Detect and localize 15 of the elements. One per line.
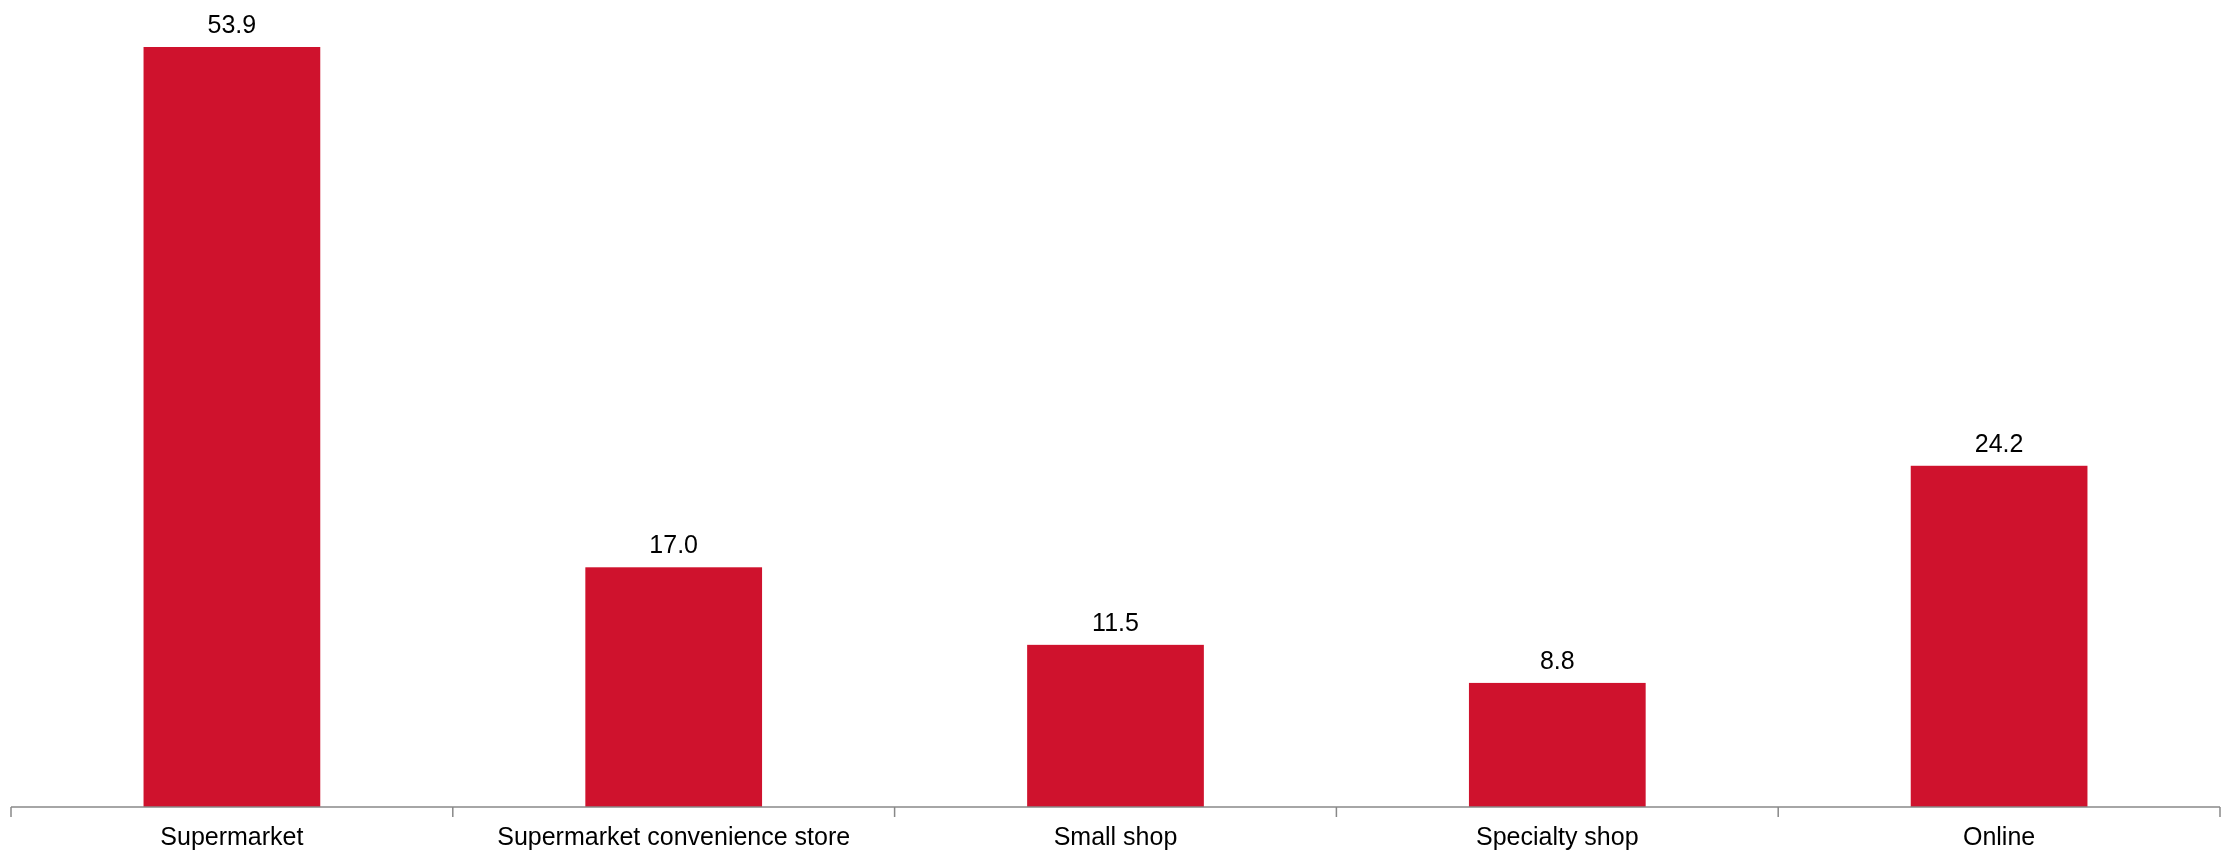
x-tick-label: Supermarket convenience store <box>497 822 851 850</box>
x-tick-label: Specialty shop <box>1476 822 1639 850</box>
bar <box>1027 644 1204 807</box>
data-label: 11.5 <box>1092 607 1139 636</box>
data-label: 17.0 <box>649 530 699 559</box>
data-label: 53.9 <box>207 10 257 38</box>
data-label: 8.8 <box>1539 645 1575 674</box>
x-tick-label: Online <box>1962 822 2036 850</box>
x-tick-label: Small shop <box>1053 822 1178 850</box>
bar <box>143 47 321 807</box>
data-label: 24.2 <box>1974 428 2024 457</box>
bar <box>1468 682 1646 807</box>
bar <box>585 567 763 807</box>
bar <box>1910 465 2088 807</box>
x-tick-label: Supermarket <box>160 822 304 850</box>
